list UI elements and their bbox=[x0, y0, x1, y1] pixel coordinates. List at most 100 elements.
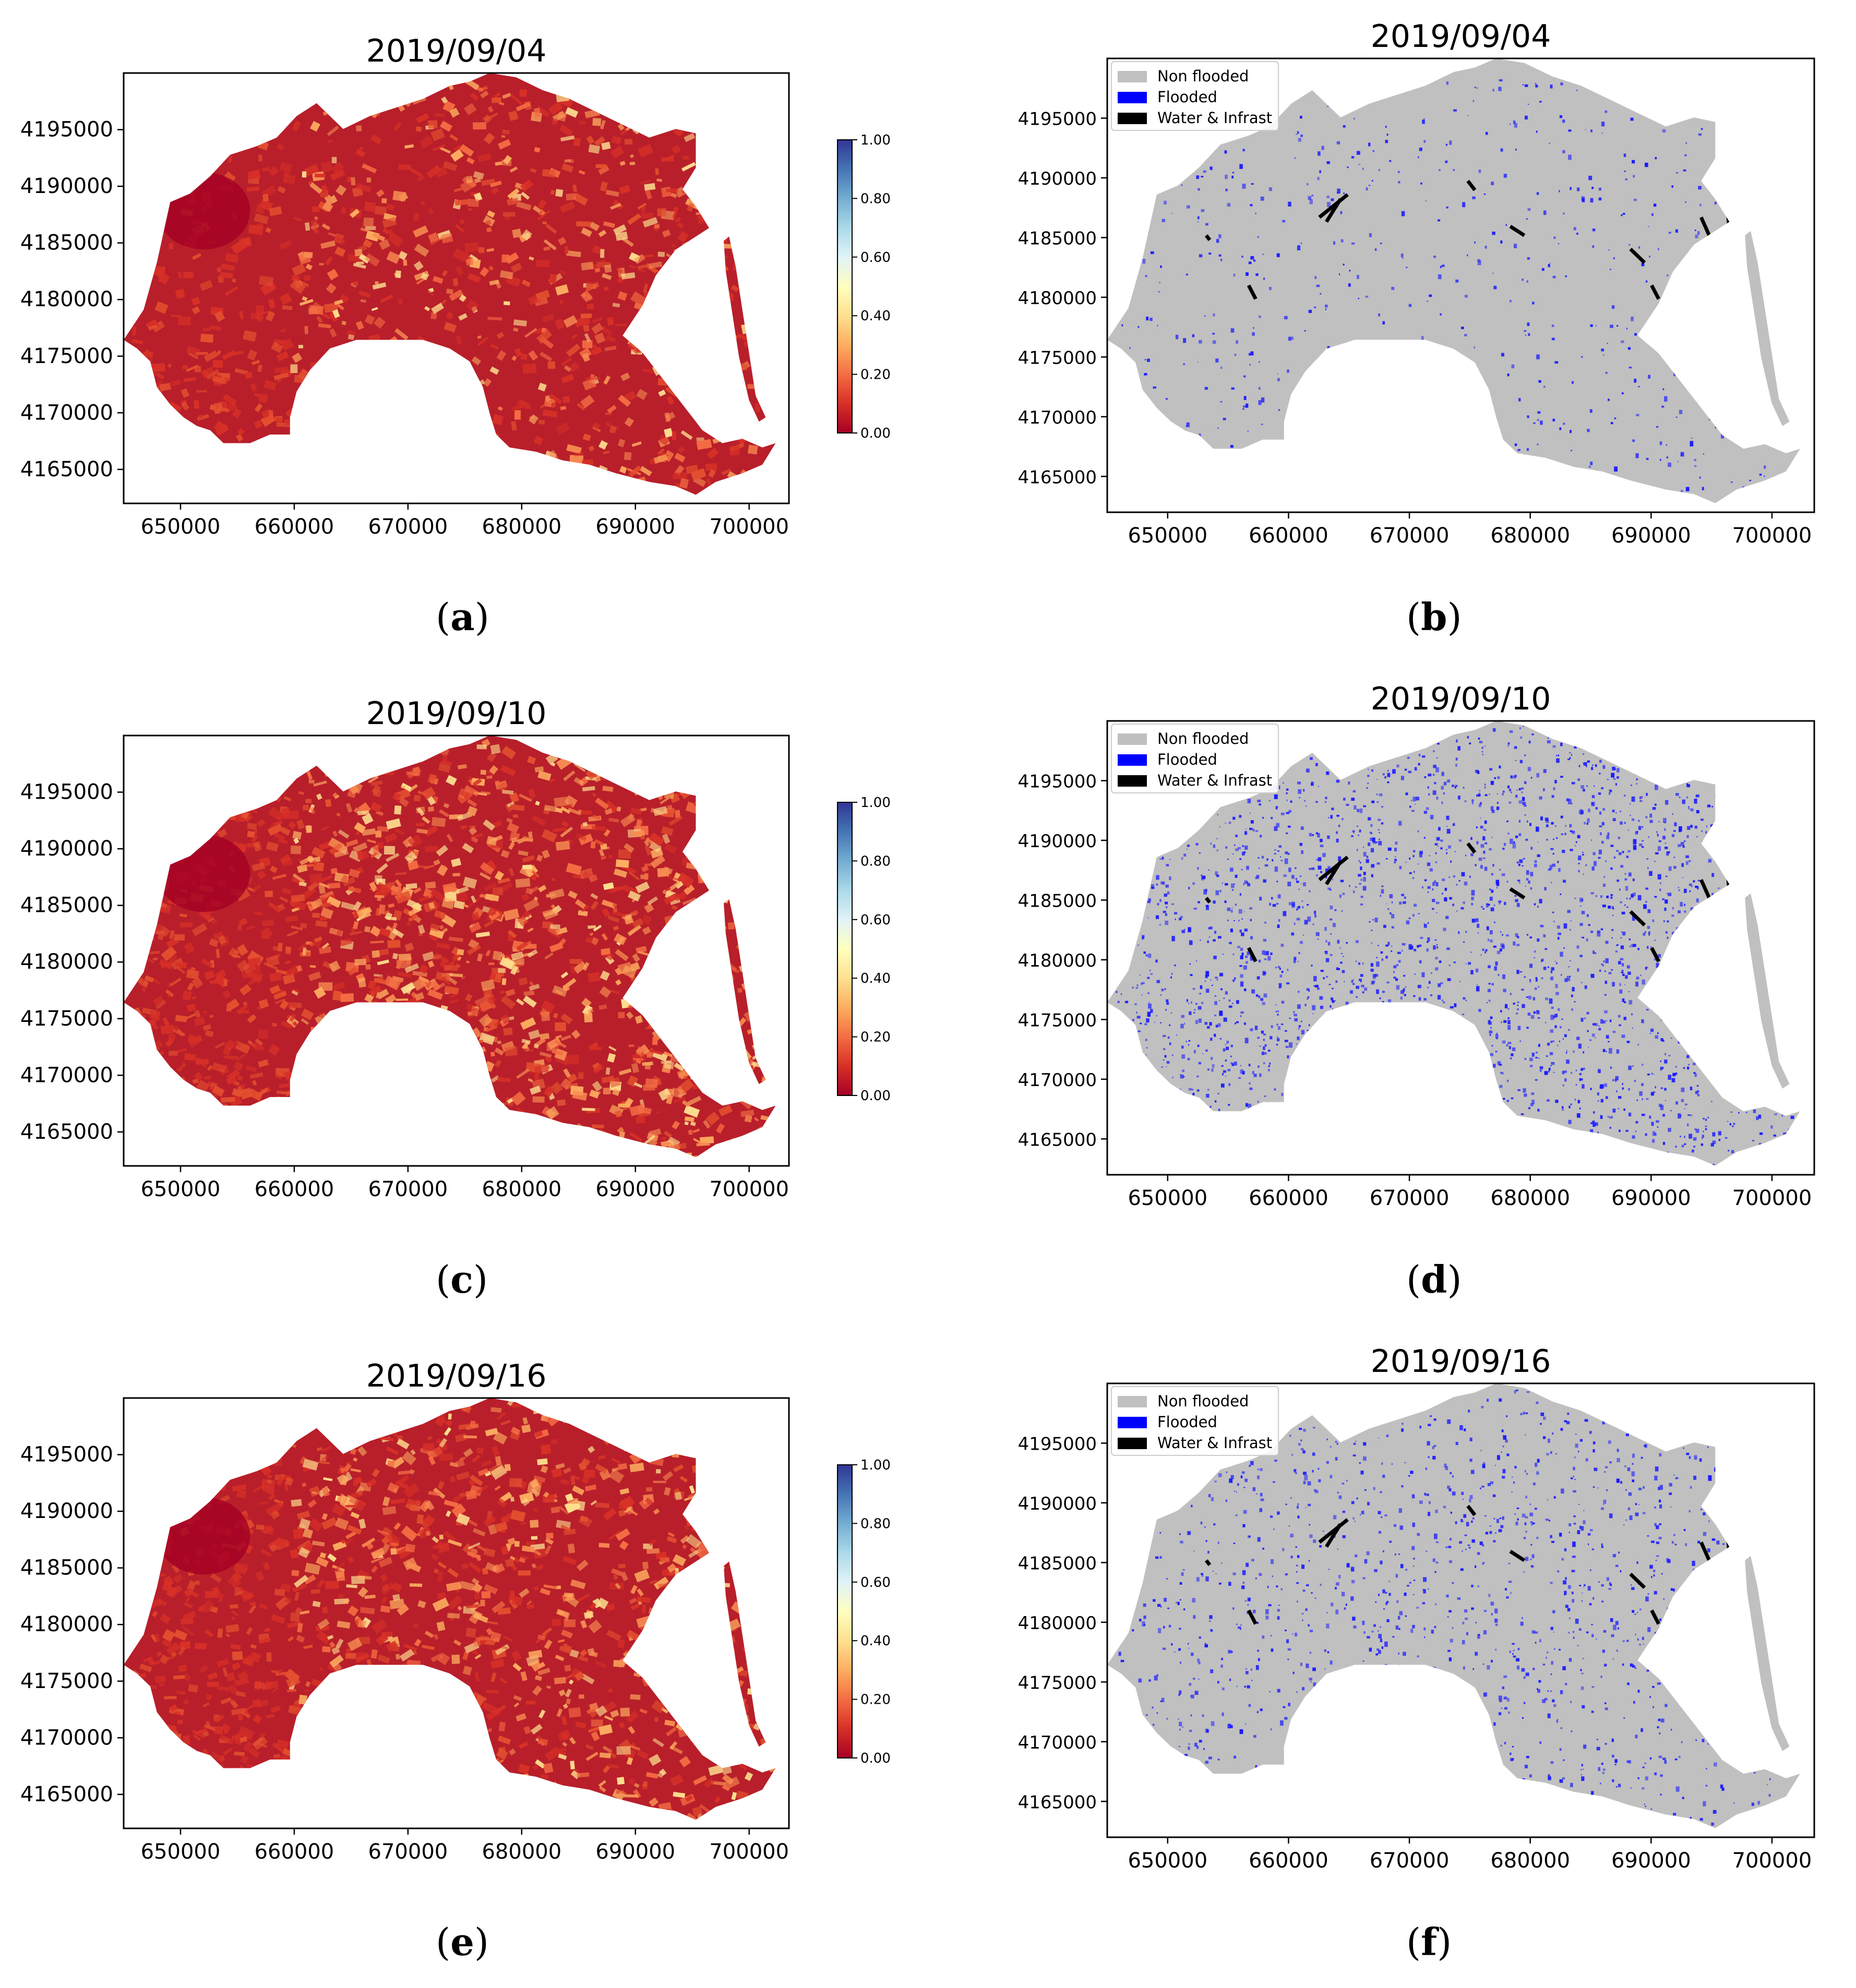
y-tick-label: 4165000 bbox=[20, 1120, 113, 1144]
colorbar-tick-label: 0.00 bbox=[860, 1751, 891, 1766]
y-tick-label: 4180000 bbox=[1018, 1613, 1097, 1634]
panel-f: 2019/09/16 650000 660000 670000 680000 690000… bbox=[971, 1325, 1856, 1911]
y-tick-label: 4190000 bbox=[1018, 831, 1097, 852]
panel-b: 2019/09/04 650000 660000 670000 680000 690000… bbox=[971, 0, 1856, 586]
y-tick-label: 4190000 bbox=[1018, 1493, 1097, 1514]
y-tick-label: 4185000 bbox=[20, 1556, 113, 1580]
x-tick-label: 670000 bbox=[368, 1177, 448, 1201]
region-raster bbox=[124, 736, 776, 1158]
colorbar-tick-label: 0.40 bbox=[860, 971, 891, 986]
y-tick-label: 4180000 bbox=[20, 287, 113, 311]
plot-frame bbox=[123, 1397, 790, 1829]
x-tick-label: 680000 bbox=[482, 515, 561, 539]
legend-label: Flooded bbox=[1157, 751, 1217, 768]
y-tick-label: 4165000 bbox=[20, 1782, 113, 1806]
x-tick-label: 690000 bbox=[1611, 1186, 1691, 1210]
colorbar-tick-label: 0.00 bbox=[860, 1088, 891, 1104]
y-tick-label: 4165000 bbox=[1018, 1792, 1097, 1813]
legend bbox=[1111, 1386, 1279, 1456]
y-tick-label: 4195000 bbox=[1018, 109, 1097, 129]
colorbar-tick-label: 0.80 bbox=[860, 1516, 891, 1532]
colorbar-tick-label: 0.60 bbox=[860, 250, 891, 266]
colorbar-tick-label: 0.60 bbox=[860, 912, 891, 928]
caption-e: (e) bbox=[436, 1920, 489, 1964]
x-tick-label: 680000 bbox=[1490, 1186, 1570, 1210]
colorbar-tick-label: 0.40 bbox=[860, 1633, 891, 1649]
y-tick-label: 4170000 bbox=[1018, 1732, 1097, 1753]
colorbar-tick-label: 1.00 bbox=[860, 1457, 891, 1473]
x-tick-label: 650000 bbox=[1128, 1849, 1207, 1873]
y-tick-label: 4170000 bbox=[20, 1726, 113, 1750]
legend bbox=[1111, 724, 1279, 793]
colorbar-tick-label: 1.00 bbox=[860, 132, 891, 148]
x-tick-label: 670000 bbox=[1370, 1849, 1450, 1873]
map-title: 2019/09/16 bbox=[1371, 1343, 1551, 1380]
y-tick-label: 4170000 bbox=[1018, 1070, 1097, 1091]
x-tick-label: 650000 bbox=[141, 1840, 221, 1864]
colorbar-tick-label: 1.00 bbox=[860, 795, 891, 811]
map-title: 2019/09/10 bbox=[366, 695, 547, 732]
x-tick-label: 680000 bbox=[482, 1840, 561, 1864]
x-tick-label: 700000 bbox=[709, 1840, 789, 1864]
caption-b: (b) bbox=[1406, 595, 1462, 639]
colorbar-tick-label: 0.40 bbox=[860, 308, 891, 324]
x-tick-label: 670000 bbox=[368, 515, 448, 539]
x-tick-label: 690000 bbox=[595, 1177, 675, 1201]
x-tick-label: 650000 bbox=[141, 1177, 221, 1201]
legend-label: Water & Infrast bbox=[1157, 772, 1272, 789]
y-tick-label: 4185000 bbox=[20, 894, 113, 918]
x-tick-label: 690000 bbox=[595, 515, 675, 539]
map-figure-d: 2019/09/10 650000 660000 670000 680000 690000… bbox=[1018, 681, 1815, 1210]
x-tick-label: 700000 bbox=[709, 1177, 789, 1201]
colorbar-tick-label: 0.80 bbox=[860, 191, 891, 207]
caption-c: (c) bbox=[436, 1257, 488, 1302]
y-tick-label: 4195000 bbox=[1018, 1433, 1097, 1454]
x-tick-label: 690000 bbox=[1611, 524, 1691, 548]
y-tick-label: 4180000 bbox=[20, 1612, 113, 1636]
panel-e: 2019/09/16 650000 660000 670000 680000 690000… bbox=[0, 1325, 939, 1911]
colorbar-tick-label: 0.80 bbox=[860, 853, 891, 869]
x-tick-label: 680000 bbox=[1490, 524, 1570, 548]
y-tick-label: 4185000 bbox=[1018, 228, 1097, 249]
map-title: 2019/09/10 bbox=[1371, 681, 1551, 717]
legend-label: Water & Infrast bbox=[1157, 109, 1272, 127]
colorbar bbox=[837, 1464, 853, 1758]
caption-a: (a) bbox=[436, 595, 489, 639]
x-tick-label: 660000 bbox=[255, 1177, 334, 1201]
y-tick-label: 4190000 bbox=[20, 837, 113, 861]
y-tick-label: 4180000 bbox=[20, 950, 113, 974]
panel-c: 2019/09/10 650000 660000 670000 680000 690000… bbox=[0, 662, 939, 1249]
plot-frame bbox=[123, 734, 790, 1167]
colorbar-tick-label: 0.20 bbox=[860, 1030, 891, 1045]
x-tick-label: 680000 bbox=[1490, 1849, 1570, 1873]
x-tick-label: 670000 bbox=[1370, 1186, 1450, 1210]
y-tick-label: 4175000 bbox=[1018, 1672, 1097, 1693]
legend-label: Flooded bbox=[1157, 88, 1217, 106]
y-tick-label: 4190000 bbox=[1018, 168, 1097, 189]
x-tick-label: 650000 bbox=[1128, 524, 1207, 548]
x-tick-label: 700000 bbox=[1732, 1849, 1812, 1873]
panel-d: 2019/09/10 650000 660000 670000 680000 690000… bbox=[971, 662, 1856, 1249]
legend-swatch bbox=[1118, 733, 1147, 745]
map-figure-a: 2019/09/04 650000 660000 670000 680000 690000… bbox=[20, 33, 891, 539]
colorbar bbox=[837, 802, 853, 1096]
x-tick-label: 660000 bbox=[255, 515, 334, 539]
panel-a: 2019/09/04 650000 660000 670000 680000 690000… bbox=[0, 0, 939, 586]
colorbar-tick-label: 0.00 bbox=[860, 426, 891, 441]
legend-swatch bbox=[1118, 754, 1147, 766]
x-tick-label: 660000 bbox=[255, 1840, 334, 1864]
y-tick-label: 4165000 bbox=[20, 457, 113, 481]
x-tick-label: 650000 bbox=[1128, 1186, 1207, 1210]
map-title: 2019/09/16 bbox=[366, 1358, 547, 1394]
y-tick-label: 4190000 bbox=[20, 1499, 113, 1523]
legend-swatch bbox=[1118, 775, 1147, 787]
x-tick-label: 660000 bbox=[1249, 524, 1328, 548]
plot-frame bbox=[1106, 57, 1815, 513]
legend-label: Non flooded bbox=[1157, 1392, 1249, 1410]
x-tick-label: 670000 bbox=[368, 1840, 448, 1864]
legend-label: Non flooded bbox=[1157, 67, 1249, 85]
x-tick-label: 700000 bbox=[1732, 524, 1812, 548]
map-title: 2019/09/04 bbox=[366, 33, 547, 69]
y-tick-label: 4180000 bbox=[1018, 950, 1097, 971]
x-tick-label: 650000 bbox=[141, 515, 221, 539]
